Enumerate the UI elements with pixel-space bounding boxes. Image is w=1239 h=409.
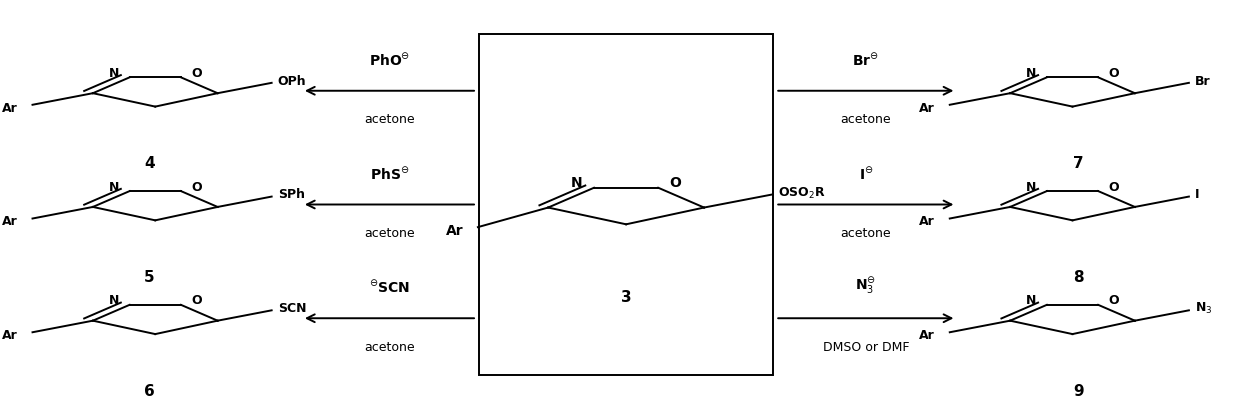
Text: PhS$^{\ominus}$: PhS$^{\ominus}$ (369, 165, 409, 182)
Text: N: N (1026, 67, 1036, 80)
Text: Br: Br (1194, 75, 1211, 88)
Text: OPh: OPh (278, 75, 306, 88)
Text: N: N (1026, 294, 1036, 307)
Text: acetone: acetone (364, 113, 415, 126)
Text: 3: 3 (621, 290, 632, 306)
Text: SCN: SCN (278, 302, 306, 315)
Text: N: N (109, 67, 119, 80)
Text: acetone: acetone (840, 113, 891, 126)
Text: N$_3^{\ominus}$: N$_3^{\ominus}$ (855, 275, 876, 296)
Text: O: O (192, 294, 202, 307)
Text: N: N (109, 294, 119, 307)
Text: 6: 6 (144, 384, 155, 399)
Text: SPh: SPh (278, 189, 305, 202)
Text: Ar: Ar (2, 101, 17, 115)
Text: 7: 7 (1073, 156, 1084, 171)
Text: O: O (669, 176, 681, 190)
Text: Ar: Ar (2, 215, 17, 228)
Text: $^{\ominus}$SCN: $^{\ominus}$SCN (369, 279, 410, 296)
Text: N$_3$: N$_3$ (1194, 301, 1213, 316)
Text: I: I (1194, 189, 1199, 202)
Text: N: N (109, 180, 119, 193)
Text: N: N (571, 176, 582, 190)
Text: O: O (192, 67, 202, 80)
Bar (479, 34, 773, 375)
Text: 8: 8 (1073, 270, 1084, 285)
Text: N: N (1026, 180, 1036, 193)
Text: O: O (1109, 180, 1119, 193)
Text: PhO$^{\ominus}$: PhO$^{\ominus}$ (369, 52, 410, 68)
Text: Ar: Ar (919, 329, 935, 342)
Text: Br$^{\ominus}$: Br$^{\ominus}$ (852, 52, 880, 68)
Text: O: O (1109, 67, 1119, 80)
Text: I$^{\ominus}$: I$^{\ominus}$ (859, 165, 873, 182)
Text: 4: 4 (144, 156, 155, 171)
Text: O: O (192, 180, 202, 193)
Text: 9: 9 (1073, 384, 1084, 399)
Text: acetone: acetone (840, 227, 891, 240)
Text: Ar: Ar (919, 101, 935, 115)
Text: Ar: Ar (919, 215, 935, 228)
Text: DMSO or DMF: DMSO or DMF (823, 341, 909, 354)
Text: 5: 5 (144, 270, 155, 285)
Text: Ar: Ar (446, 224, 463, 238)
Text: acetone: acetone (364, 227, 415, 240)
Text: O: O (1109, 294, 1119, 307)
Text: OSO$_2$R: OSO$_2$R (778, 185, 825, 200)
Text: Ar: Ar (2, 329, 17, 342)
Text: acetone: acetone (364, 341, 415, 354)
